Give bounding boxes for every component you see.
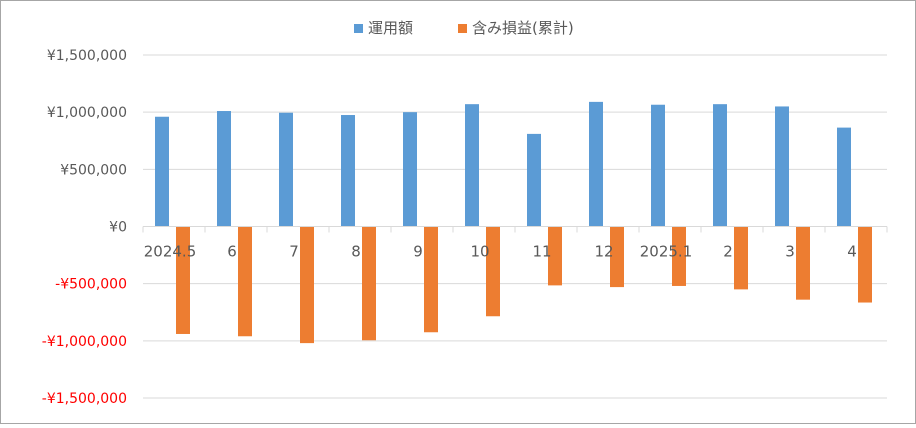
bar-unrealized-pnl (300, 226, 314, 344)
x-axis: 2024.5 6 7 8 9 10 11 12 2025.1 2 3 4 (142, 226, 888, 261)
bar-operating-amount (279, 112, 293, 227)
bar-unrealized-pnl (796, 226, 810, 300)
x-tick-label: 12 (594, 243, 613, 261)
bar-operating-amount (837, 127, 851, 227)
bar-operating-amount (527, 133, 541, 227)
bar-operating-amount (651, 104, 665, 227)
bar-unrealized-pnl (610, 226, 624, 288)
x-tick-label: 6 (227, 243, 237, 261)
y-tick-label: -¥1,000,000 (42, 334, 127, 350)
bar-unrealized-pnl (734, 226, 748, 290)
x-tick-label: 3 (785, 243, 795, 261)
bar-operating-amount (465, 104, 479, 227)
x-tick-label: 9 (413, 243, 423, 261)
y-tick-label: ¥1,000,000 (47, 105, 127, 121)
bar-unrealized-pnl (238, 226, 252, 337)
y-tick-label: ¥500,000 (60, 162, 127, 178)
x-tick-label: 11 (532, 243, 551, 261)
y-axis: ¥1,500,000 ¥1,000,000 ¥500,000 ¥0 -¥500,000 -… (42, 48, 127, 407)
gridlines (143, 54, 887, 399)
legend-label: 含み損益(累計) (472, 19, 574, 37)
bar-unrealized-pnl (858, 226, 872, 303)
legend-swatch (354, 24, 363, 33)
legend-label: 運用額 (368, 19, 413, 37)
bars (155, 101, 872, 344)
bar-operating-amount (341, 115, 355, 227)
bar-unrealized-pnl (362, 226, 376, 341)
bar-operating-amount (775, 106, 789, 227)
bar-unrealized-pnl (548, 226, 562, 286)
bar-unrealized-pnl (176, 226, 190, 334)
bar-operating-amount (589, 101, 603, 227)
bar-operating-amount (713, 104, 727, 227)
bar-operating-amount (403, 112, 417, 227)
y-tick-label: ¥0 (109, 220, 127, 236)
legend-swatch (458, 24, 467, 33)
bar-unrealized-pnl (672, 226, 686, 286)
y-tick-label: -¥1,500,000 (42, 391, 127, 407)
x-tick-label: 2 (723, 243, 733, 261)
x-tick-label: 2025.1 (640, 243, 693, 261)
bar-operating-amount (155, 116, 169, 227)
x-tick-label: 7 (289, 243, 299, 261)
x-tick-label: 2024.5 (144, 243, 197, 261)
bar-unrealized-pnl (424, 226, 438, 333)
y-tick-label: -¥500,000 (55, 277, 127, 293)
chart-legend: 運用額 含み損益(累計) (354, 19, 574, 37)
x-tick-label: 8 (351, 243, 361, 261)
bar-operating-amount (217, 111, 231, 227)
x-tick-label: 10 (470, 243, 489, 261)
x-tick-label: 4 (847, 243, 857, 261)
y-tick-label: ¥1,500,000 (47, 48, 127, 64)
bar-unrealized-pnl (486, 226, 500, 317)
